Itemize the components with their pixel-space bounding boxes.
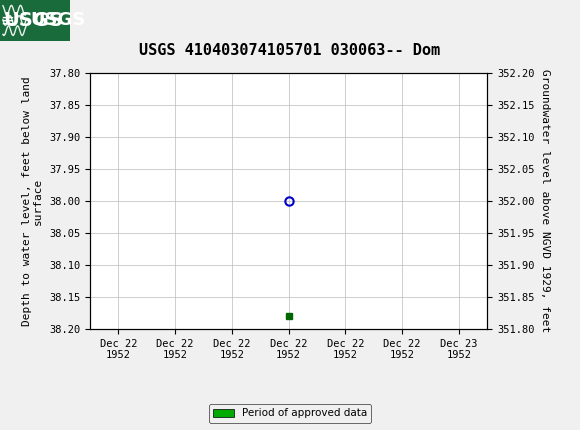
Y-axis label: Groundwater level above NGVD 1929, feet: Groundwater level above NGVD 1929, feet	[540, 69, 550, 333]
Legend: Period of approved data: Period of approved data	[209, 404, 371, 423]
Y-axis label: Depth to water level, feet below land
surface: Depth to water level, feet below land su…	[22, 76, 44, 326]
Text: USGS: USGS	[3, 11, 63, 30]
Text: USGS: USGS	[30, 12, 85, 29]
Text: USGS 410403074105701 030063-- Dom: USGS 410403074105701 030063-- Dom	[139, 43, 441, 58]
FancyBboxPatch shape	[0, 0, 70, 41]
Text: ≡: ≡	[1, 12, 14, 29]
